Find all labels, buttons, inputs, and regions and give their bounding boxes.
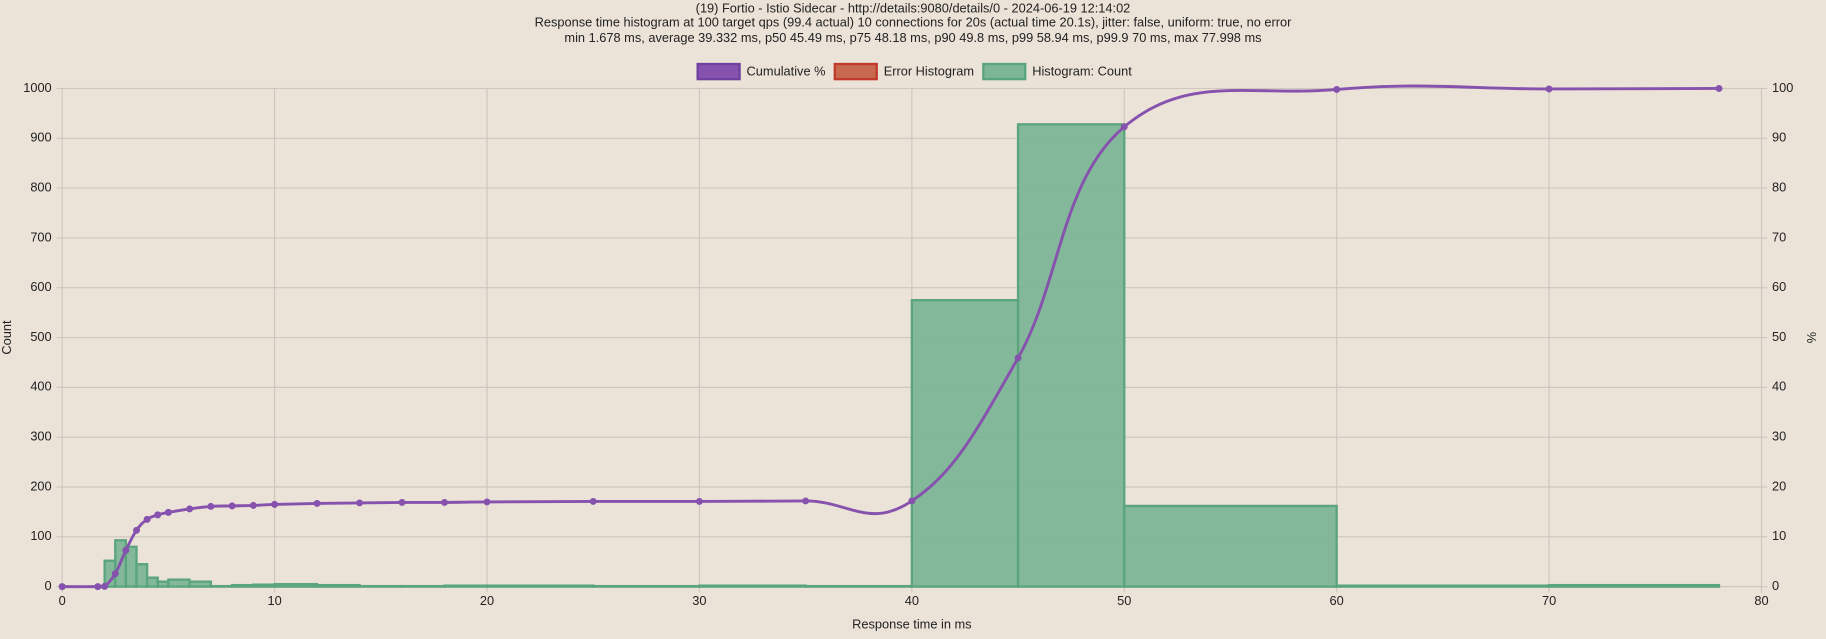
histogram-bar (1123, 504, 1338, 588)
legend-item: Histogram: Count (982, 62, 1132, 81)
legend-swatch (982, 62, 1027, 81)
line-point (271, 500, 279, 508)
line-point (356, 499, 364, 507)
x-tick-label: 10 (267, 593, 281, 608)
histogram-bar (145, 576, 159, 588)
line-point (186, 505, 194, 513)
line-point (1545, 85, 1553, 93)
x-tick-label: 50 (1117, 593, 1131, 608)
histogram-bar (698, 584, 807, 588)
line-point (228, 502, 236, 510)
y-tick-label: 0 (45, 578, 52, 593)
y2-tick-label: 100 (1772, 80, 1793, 95)
x-tick-label: 20 (480, 593, 494, 608)
y-tick-label: 500 (30, 329, 51, 344)
y2-tick-label: 80 (1772, 179, 1786, 194)
histogram-bar (188, 580, 213, 588)
histogram-bar (443, 584, 489, 588)
chart-subtitle: min 1.678 ms, average 39.332 ms, p50 45.… (564, 30, 1261, 45)
legend-item: Cumulative % (696, 62, 826, 81)
y-axis-label: Count (0, 320, 14, 355)
line-point (1333, 85, 1341, 93)
line-point (143, 515, 151, 523)
y2-tick-label: 20 (1772, 478, 1786, 493)
histogram-bar (230, 583, 255, 588)
line-point (441, 498, 449, 506)
x-tick-label: 80 (1754, 593, 1768, 608)
y2-axis-label: % (1804, 332, 1819, 343)
legend-swatch (833, 62, 878, 81)
y-tick-label: 200 (30, 478, 51, 493)
y-tick-label: 100 (30, 528, 51, 543)
line-point (94, 583, 102, 591)
histogram-bar (910, 299, 1020, 588)
line-point (207, 502, 215, 510)
line-point (249, 501, 257, 509)
histogram-bar (1547, 583, 1721, 588)
y2-tick-label: 70 (1772, 229, 1786, 244)
chart-title: (19) Fortio - Istio Sidecar - http://det… (696, 1, 1131, 16)
y-tick-label: 900 (30, 130, 51, 145)
line-point (1014, 354, 1022, 362)
line-point (398, 498, 406, 506)
line-point (101, 582, 109, 590)
x-tick-label: 0 (59, 593, 66, 608)
legend-label: Histogram: Count (1032, 64, 1132, 79)
x-tick-label: 60 (1330, 593, 1344, 608)
legend-swatch (696, 62, 741, 81)
histogram-bar (156, 580, 170, 588)
line-point (164, 508, 172, 516)
histogram-bar (485, 584, 595, 588)
line-point (313, 499, 321, 507)
chart-subtitle: Response time histogram at 100 target qp… (535, 15, 1293, 30)
y2-tick-label: 90 (1772, 130, 1786, 145)
line-point (802, 497, 810, 505)
histogram-bar (135, 563, 149, 588)
histogram-bar (1016, 123, 1126, 588)
legend-item: Error Histogram (833, 62, 974, 81)
line-point (1715, 84, 1723, 92)
y-tick-label: 1000 (23, 80, 51, 95)
x-axis-label: Response time in ms (852, 616, 971, 631)
x-tick-label: 40 (905, 593, 919, 608)
x-tick-label: 70 (1542, 593, 1556, 608)
line-point (111, 570, 119, 578)
line-point (133, 526, 141, 534)
line-point (589, 497, 597, 505)
y-tick-label: 700 (30, 229, 51, 244)
line-point (1120, 123, 1128, 131)
line-point (695, 497, 703, 505)
histogram-bar (1335, 584, 1551, 588)
line-point (908, 497, 916, 505)
histogram-bar (315, 583, 361, 588)
y-tick-label: 600 (30, 279, 51, 294)
cumulative-line (62, 84, 1719, 590)
y2-tick-label: 40 (1772, 379, 1786, 394)
histogram-bar (273, 582, 319, 588)
line-point (122, 546, 130, 554)
y-tick-label: 300 (30, 429, 51, 444)
x-tick-label: 30 (692, 593, 706, 608)
histogram-bar (252, 583, 276, 588)
y-tick-label: 800 (30, 179, 51, 194)
legend-label: Error Histogram (884, 64, 974, 79)
line-point (483, 498, 491, 506)
y2-tick-label: 10 (1772, 528, 1786, 543)
line-point (58, 583, 66, 591)
y-tick-label: 400 (30, 379, 51, 394)
y2-tick-label: 60 (1772, 279, 1786, 294)
histogram-bar (167, 578, 191, 588)
line-point (154, 511, 162, 519)
y2-tick-label: 0 (1772, 578, 1779, 593)
legend-label: Cumulative % (747, 64, 826, 79)
y2-tick-label: 30 (1772, 429, 1786, 444)
y2-tick-label: 50 (1772, 329, 1786, 344)
